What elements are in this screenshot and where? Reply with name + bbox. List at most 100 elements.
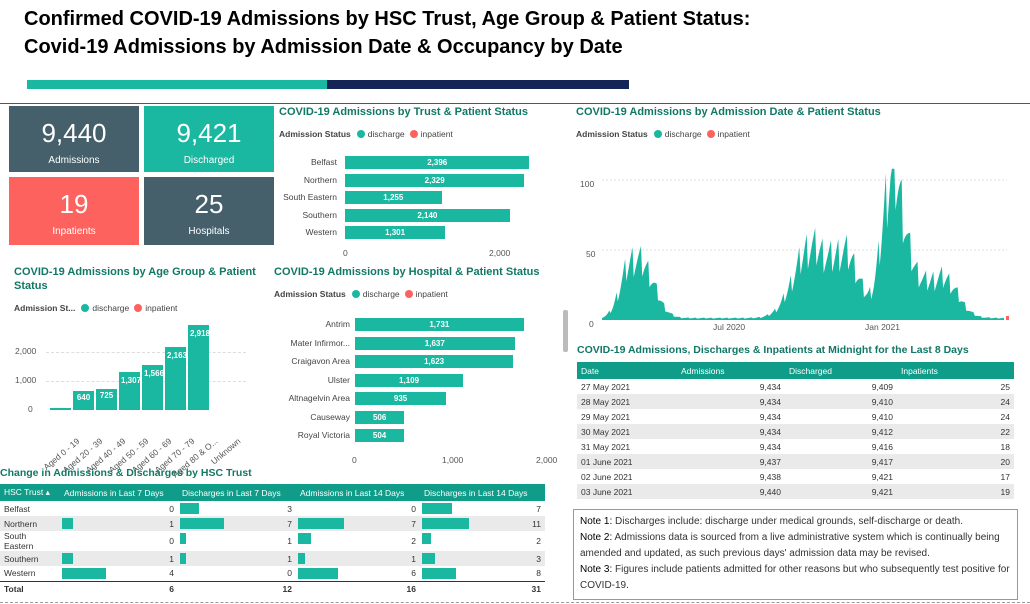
legend-title: Admission Status [274, 289, 346, 299]
table-cell: 9,434 [759, 396, 781, 407]
trust-bar-chart[interactable]: Belfast 2,396 Northern 2,329 South Eastern 1,… [279, 152, 559, 262]
hospital-bar[interactable] [355, 429, 405, 442]
age-bar-value: 2,163 [167, 351, 188, 361]
inpatient-dot-icon [409, 130, 418, 138]
table-row[interactable]: 02 June 2021 9,438 9,421 17 [577, 469, 1014, 484]
trust-bar-value: 1,255 [383, 193, 404, 202]
table-cell: 0 [60, 531, 178, 551]
trust-bar-label: Southern [302, 209, 338, 220]
data-bar [422, 503, 452, 514]
data-bar [180, 533, 187, 544]
chg-header[interactable]: Admissions in Last 14 Days [296, 484, 420, 501]
age-bar-value: 1,307 [121, 376, 142, 386]
table-cell: 28 May 2021 [581, 396, 631, 407]
kpi-admissions[interactable]: 9,440 Admissions [9, 106, 139, 172]
trust-x-tick: 0 [343, 248, 348, 258]
age-bar-chart[interactable]: 2,000 1,000 0 Aged 0 - 19 640 Aged 20 - 39 725… [10, 320, 270, 480]
header-accent-navy [327, 80, 629, 89]
chg-header[interactable]: Discharges in Last 7 Days [178, 484, 296, 501]
trust-bar[interactable] [345, 191, 442, 204]
trust-bar[interactable] [345, 173, 525, 187]
hospital-bar[interactable] [355, 336, 515, 350]
note-text: Figures include patients admitted for ot… [580, 564, 1010, 591]
cell-value: 3 [536, 553, 541, 564]
table-row[interactable]: Northern 1 7 7 11 [0, 516, 545, 531]
legend-discharge: discharge [367, 129, 405, 139]
table-cell: 0 [296, 501, 420, 516]
page-title-line-2: Covid-19 Admissions by Admission Date & … [24, 36, 623, 58]
hospital-bar-value: 504 [372, 431, 387, 440]
occ-header[interactable]: Date [577, 362, 677, 379]
total-cell: 16 [406, 583, 416, 594]
hospital-bar-label: Craigavon Area [291, 356, 350, 366]
table-cell: 25 [1000, 381, 1010, 392]
chg-header[interactable]: Discharges in Last 14 Days [420, 484, 545, 501]
table-row[interactable]: Belfast 0 3 0 7 [0, 501, 545, 516]
table-cell: 1 [296, 551, 420, 566]
hospital-bar-value: 506 [372, 412, 387, 422]
data-bar [62, 553, 73, 564]
table-cell: 9,437 [759, 456, 781, 467]
table-row[interactable]: 28 May 2021 9,434 9,410 24 [577, 394, 1014, 409]
data-bar [298, 533, 312, 544]
age-y-tick: 2,000 [15, 346, 37, 356]
date-area-chart[interactable] [602, 160, 1012, 322]
trust-bar-label: Western [305, 227, 338, 237]
occ-header[interactable]: Discharged [785, 362, 897, 379]
trust-bar[interactable] [345, 156, 530, 169]
table-cell: 18 [1000, 441, 1010, 452]
table-row[interactable]: Western 4 0 6 8 [0, 566, 545, 581]
table-row[interactable]: 29 May 2021 9,434 9,410 24 [577, 409, 1014, 424]
hospital-x-tick: 2,000 [536, 455, 558, 465]
kpi-discharged[interactable]: 9,421 Discharged [144, 106, 274, 172]
table-row[interactable]: 30 May 2021 9,434 9,412 22 [577, 424, 1014, 439]
age-y-tick: 0 [28, 404, 33, 414]
age-bar[interactable] [73, 391, 94, 410]
age-bar[interactable] [165, 347, 186, 410]
table-row[interactable]: 01 June 2021 9,437 9,417 20 [577, 454, 1014, 469]
table-cell: Western [4, 568, 36, 579]
table-row[interactable]: 27 May 2021 9,434 9,409 25 [577, 379, 1014, 394]
age-bar[interactable] [119, 372, 140, 410]
table-cell: 6 [296, 566, 420, 581]
table-row[interactable]: Southern 1 1 1 3 [0, 551, 545, 566]
table-cell: 9,421 [871, 471, 893, 482]
hospital-bar-value: 1,637 [424, 338, 445, 348]
hospital-bar-value: 1,109 [399, 375, 420, 385]
hospital-bar-chart[interactable]: Antrim 1,731 Mater Infirmor... 1,637 Craigav… [274, 312, 564, 472]
note-label: Note 3: [580, 564, 613, 575]
chg-header[interactable]: HSC Trust ▴ [0, 484, 60, 501]
age-bar-value: 2,918 [190, 329, 211, 339]
scrollbar-thumb[interactable] [563, 310, 568, 352]
trust-bar[interactable] [345, 226, 446, 239]
occ-header[interactable]: Inpatients [897, 362, 1014, 379]
trust-bar-value: 1,301 [385, 228, 406, 237]
hospital-bar[interactable] [355, 355, 514, 368]
table-row[interactable]: 31 May 2021 9,434 9,416 18 [577, 439, 1014, 454]
occ-header[interactable]: Admissions [677, 362, 785, 379]
hospital-bar[interactable] [355, 410, 405, 424]
hospital-bar[interactable] [355, 373, 464, 387]
kpi-inpatients[interactable]: 19 Inpatients [9, 177, 139, 245]
cell-value: 2 [536, 536, 541, 546]
table-cell: 1 [60, 551, 178, 566]
note-text: Admissions data is sourced from a live a… [580, 532, 1000, 559]
age-bar[interactable] [188, 325, 209, 410]
trust-bar[interactable] [345, 208, 510, 222]
hospital-bar[interactable] [355, 318, 524, 331]
age-bar[interactable] [50, 408, 71, 410]
cell-value: 7 [287, 518, 292, 529]
date-area-series[interactable] [602, 168, 1004, 320]
discharge-dot-icon [81, 304, 90, 312]
data-bar [62, 518, 73, 529]
table-cell: 7 [420, 501, 545, 516]
table-row[interactable]: South Eastern 0 1 2 2 [0, 531, 545, 551]
hospital-bar[interactable] [355, 392, 447, 405]
age-bar[interactable] [96, 388, 117, 410]
table-row[interactable]: 03 June 2021 9,440 9,421 19 [577, 484, 1014, 499]
age-bar[interactable] [142, 364, 163, 410]
chg-header[interactable]: Admissions in Last 7 Days [60, 484, 178, 501]
total-row: Total 6 12 16 31 [0, 581, 545, 596]
table-cell: 9,440 [759, 486, 781, 497]
kpi-hospitals[interactable]: 25 Hospitals [144, 177, 274, 245]
